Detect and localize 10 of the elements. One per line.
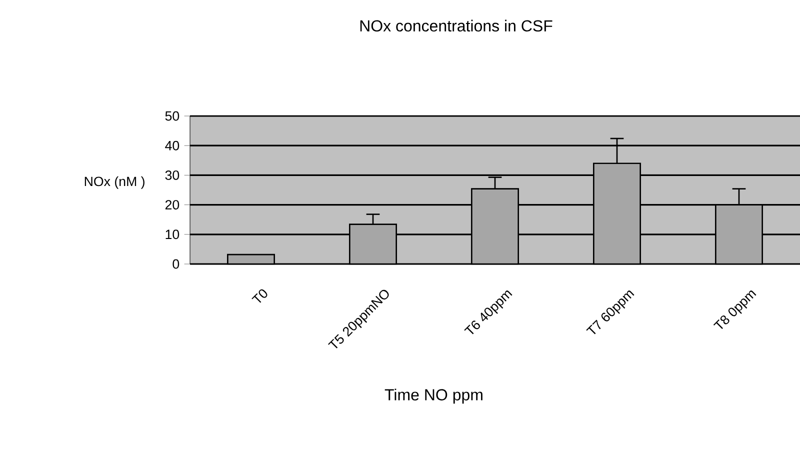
y-tick-label: 0 <box>172 259 180 269</box>
y-tick-label: 20 <box>165 200 180 210</box>
x-tick-label: T0 <box>252 289 268 303</box>
y-tick-label: 30 <box>165 170 180 180</box>
y-tick-label: 40 <box>165 140 180 150</box>
y-axis-title: NOx (nM ) <box>84 176 144 189</box>
y-tick-label: 50 <box>165 111 180 121</box>
x-axis-title: Time NO ppm <box>384 388 482 404</box>
chart-title: NOx concentrations in CSF <box>360 20 552 32</box>
y-tick-label: 10 <box>166 230 180 240</box>
